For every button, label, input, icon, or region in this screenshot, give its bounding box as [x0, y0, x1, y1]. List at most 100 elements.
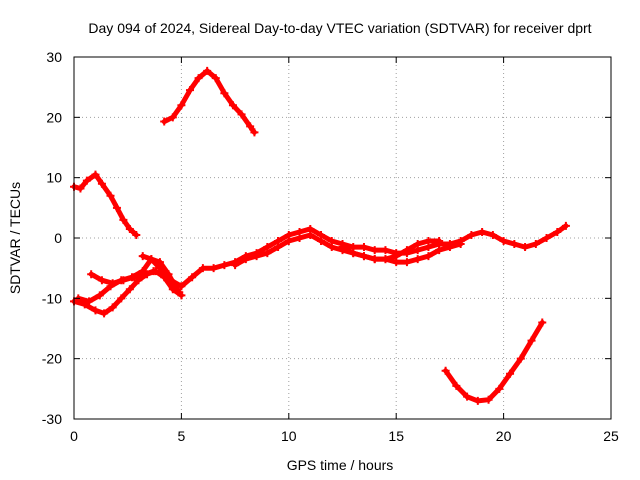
data-point: [456, 240, 465, 249]
data-layer: [70, 66, 570, 405]
data-point: [211, 74, 220, 83]
data-point: [112, 203, 121, 212]
data-point: [97, 276, 106, 285]
y-tick-label: 20: [46, 109, 62, 125]
data-point: [521, 243, 530, 252]
x-axis-label: GPS time / hours: [287, 457, 394, 473]
data-point: [87, 270, 96, 279]
data-point: [359, 243, 368, 252]
data-point: [506, 369, 515, 378]
data-point: [467, 230, 476, 239]
data-point: [194, 74, 203, 83]
data-point: [85, 297, 94, 306]
data-point: [95, 291, 104, 300]
data-point: [209, 264, 218, 273]
y-tick-label: -30: [42, 411, 62, 427]
data-point: [231, 261, 240, 270]
data-point: [402, 258, 411, 267]
data-point: [327, 243, 336, 252]
data-point: [119, 215, 128, 224]
y-tick-label: -10: [42, 290, 62, 306]
data-point: [402, 246, 411, 255]
data-point: [561, 221, 570, 230]
data-point: [499, 237, 508, 246]
x-tick-label: 25: [603, 428, 619, 444]
series-track-9: [338, 237, 444, 264]
data-point: [424, 237, 433, 246]
data-point: [284, 237, 293, 246]
series-track-7: [138, 221, 570, 291]
data-point: [306, 230, 315, 239]
grid-layer: [74, 57, 611, 419]
x-tick-label: 0: [70, 428, 78, 444]
data-point: [155, 264, 164, 273]
data-point: [177, 101, 186, 110]
data-point: [91, 170, 100, 179]
data-point: [495, 384, 504, 393]
data-point: [317, 237, 326, 246]
data-point: [370, 246, 379, 255]
ticks-layer: 0 5 10 15 20 25 -30 -20 -10 0 10 20 30: [42, 49, 619, 444]
y-tick-label: -20: [42, 351, 62, 367]
data-point: [370, 255, 379, 264]
data-point: [435, 237, 444, 246]
data-point: [130, 273, 139, 282]
data-point: [117, 294, 126, 303]
data-point: [220, 89, 229, 98]
data-point: [463, 392, 472, 401]
data-point: [510, 240, 519, 249]
data-point: [424, 252, 433, 261]
data-point: [413, 255, 422, 264]
data-point: [338, 243, 347, 252]
x-tick-label: 20: [496, 428, 512, 444]
series-trace: [140, 223, 569, 289]
x-tick-label: 15: [388, 428, 404, 444]
data-point: [473, 396, 482, 405]
x-tick-label: 10: [281, 428, 297, 444]
series-track-3: [441, 318, 547, 405]
data-point: [553, 227, 562, 236]
data-point: [119, 276, 128, 285]
data-point: [108, 279, 117, 288]
chart-title: Day 094 of 2024, Sidereal Day-to-day VTE…: [88, 20, 591, 36]
data-point: [295, 234, 304, 242]
data-point: [441, 366, 450, 375]
data-point: [516, 354, 525, 363]
data-point: [125, 224, 134, 233]
data-point: [125, 285, 134, 294]
data-point: [108, 303, 117, 312]
data-point: [263, 249, 272, 258]
data-point: [76, 184, 85, 193]
data-point: [381, 246, 390, 255]
data-point: [484, 395, 493, 404]
series-track-1: [70, 170, 141, 239]
data-point: [445, 243, 454, 252]
data-point: [188, 273, 197, 282]
data-point: [435, 246, 444, 255]
y-axis-label: SDTVAR / TECUs: [7, 182, 23, 294]
data-point: [203, 66, 212, 75]
data-point: [220, 261, 229, 270]
data-point: [100, 309, 109, 318]
data-point: [138, 252, 147, 261]
data-point: [185, 86, 194, 95]
data-point: [166, 276, 175, 285]
data-point: [488, 230, 497, 239]
data-point: [274, 243, 283, 252]
series-track-2: [160, 66, 259, 137]
data-point: [531, 240, 540, 249]
data-point: [359, 252, 368, 261]
y-tick-label: 30: [46, 49, 62, 65]
series-trace: [340, 238, 442, 262]
y-tick-label: 0: [54, 230, 62, 246]
data-point: [542, 234, 551, 242]
data-point: [175, 288, 184, 297]
data-point: [132, 230, 141, 239]
data-point: [106, 191, 115, 200]
data-point: [177, 282, 186, 291]
data-point: [478, 227, 487, 236]
data-point: [250, 128, 259, 137]
series-trace: [443, 320, 545, 404]
data-point: [413, 240, 422, 249]
